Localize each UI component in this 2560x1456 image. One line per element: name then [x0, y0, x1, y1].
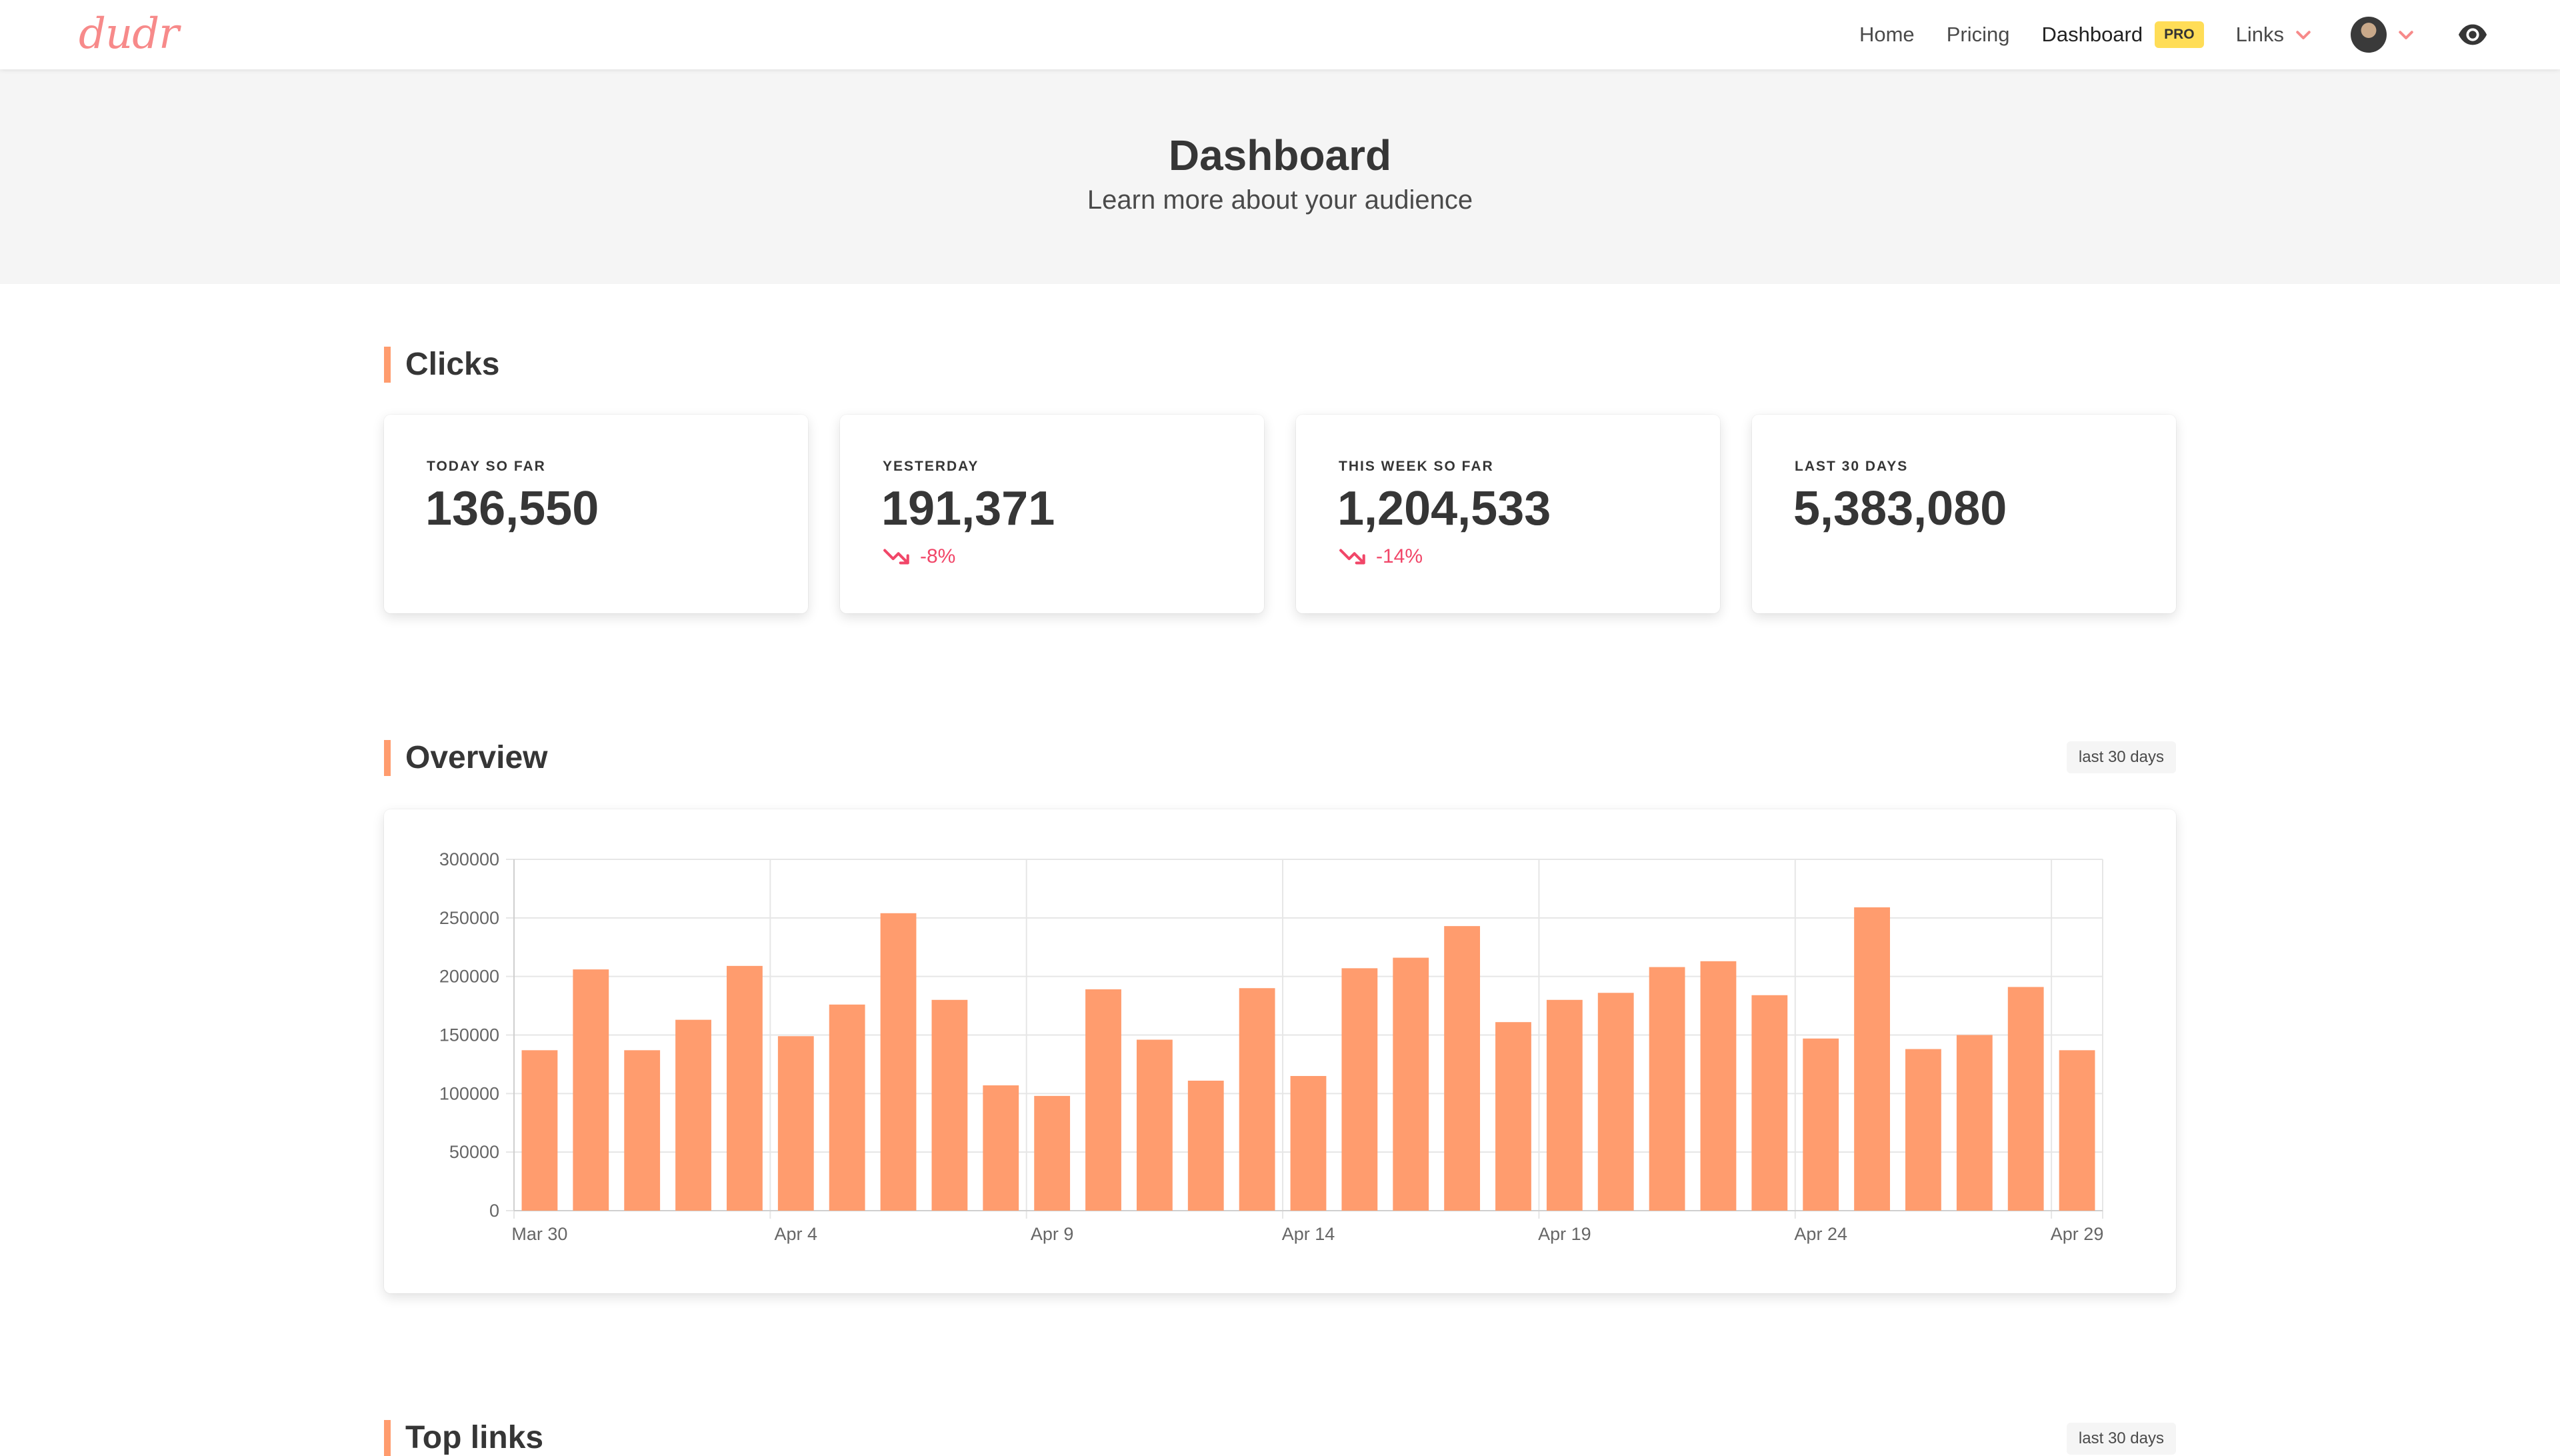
y-tick-label: 150000 — [439, 1025, 499, 1045]
y-tick-label: 100000 — [439, 1083, 499, 1103]
x-tick-label: Apr 24 — [1794, 1224, 1847, 1244]
chart-bar — [1290, 1075, 1327, 1211]
clicks-section-title: Clicks — [384, 347, 499, 383]
top-links-section-title: Top links — [384, 1420, 543, 1456]
chart-bar — [1905, 1049, 1941, 1211]
y-tick-label: 50000 — [449, 1142, 499, 1162]
stat-label: TODAY SO FAR — [427, 459, 546, 474]
y-tick-label: 0 — [489, 1201, 499, 1221]
user-menu-chevron-icon[interactable] — [2396, 25, 2416, 45]
x-tick-label: Mar 30 — [511, 1224, 567, 1244]
trending-down-icon — [1339, 549, 1365, 565]
chart-bar — [1393, 957, 1429, 1211]
x-tick-label: Apr 29 — [2051, 1224, 2104, 1244]
chart-bar — [1854, 907, 1890, 1211]
top-links-range-tag: last 30 days — [2066, 1423, 2176, 1455]
links-dropdown[interactable]: Links — [2236, 23, 2313, 47]
x-tick-label: Apr 9 — [1031, 1224, 1074, 1244]
chart-bar — [675, 1019, 711, 1211]
chart-bar — [1597, 993, 1634, 1211]
chart-bar — [1136, 1039, 1173, 1211]
stat-card-yesterday: YESTERDAY 191,371 -8% — [840, 415, 1264, 613]
chart-bar — [880, 913, 917, 1211]
chart-bar — [1649, 967, 1685, 1211]
chart-bar — [1803, 1038, 1839, 1211]
hero-banner: Dashboard Learn more about your audience — [0, 69, 2560, 284]
chart-bar — [727, 965, 763, 1211]
chart-bar — [931, 999, 968, 1211]
chart-bar — [1034, 1095, 1071, 1211]
chart-bar — [1495, 1022, 1531, 1211]
x-tick-label: Apr 4 — [775, 1224, 818, 1244]
chart-bar — [2007, 987, 2044, 1211]
overview-range-tag: last 30 days — [2066, 741, 2176, 773]
stat-value: 136,550 — [425, 482, 599, 535]
nav-pricing-link[interactable]: Pricing — [1946, 23, 2010, 46]
stat-value: 1,204,533 — [1337, 482, 1551, 535]
chart-bar — [573, 969, 609, 1211]
chart-bar — [521, 1050, 558, 1211]
chart-bar — [1239, 988, 1275, 1211]
chart-bar — [1700, 961, 1737, 1211]
stat-card-today: TODAY SO FAR 136,550 — [384, 415, 808, 613]
chevron-down-icon — [2296, 31, 2311, 39]
chart-bar — [2059, 1050, 2095, 1211]
stat-delta: -14% — [1339, 545, 1423, 568]
user-avatar[interactable] — [2351, 17, 2387, 53]
stat-card-last-30-days: LAST 30 DAYS 5,383,080 — [1752, 415, 2176, 613]
y-tick-label: 250000 — [439, 908, 499, 928]
brand-logo[interactable]: dudr — [79, 9, 179, 59]
chart-bar — [1546, 999, 1583, 1211]
y-tick-label: 300000 — [439, 849, 499, 869]
stat-delta-value: -14% — [1376, 545, 1423, 567]
pro-badge: PRO — [2155, 21, 2204, 48]
chart-bar — [983, 1085, 1019, 1211]
chart-bar — [1444, 926, 1481, 1211]
navbar: dudr Home Pricing Dashboard PRO Links — [0, 0, 2560, 69]
stat-label: YESTERDAY — [883, 459, 979, 474]
stat-value: 191,371 — [881, 482, 1055, 535]
stat-value: 5,383,080 — [1793, 482, 2007, 535]
y-tick-label: 200000 — [439, 967, 499, 987]
stat-delta-value: -8% — [920, 545, 956, 567]
trending-down-icon — [883, 549, 909, 565]
chart-bar — [624, 1050, 661, 1211]
stat-delta: -8% — [883, 545, 955, 568]
x-tick-label: Apr 19 — [1538, 1224, 1591, 1244]
nav-menu: Home Pricing Dashboard PRO Links — [1827, 0, 2560, 69]
chart-bar — [777, 1036, 814, 1211]
page-subtitle: Learn more about your audience — [1087, 185, 1473, 215]
nav-dashboard-link[interactable]: Dashboard — [2041, 23, 2143, 46]
overview-bar-chart: 0 50000 100000 150000 200000 250000 300000 Mar … — [439, 849, 2104, 1244]
stats-cards: TODAY SO FAR 136,550 YESTERDAY 191,371 -… — [384, 415, 2176, 613]
chart-bar — [1341, 968, 1378, 1211]
stat-label: THIS WEEK SO FAR — [1339, 459, 1494, 474]
stat-label: LAST 30 DAYS — [1795, 459, 1909, 474]
chart-bar — [829, 1004, 865, 1211]
stat-card-this-week: THIS WEEK SO FAR 1,204,533 -14% — [1296, 415, 1720, 613]
eye-icon[interactable] — [2457, 19, 2488, 50]
chart-bar — [1085, 989, 1121, 1211]
overview-section-title: Overview — [384, 740, 547, 776]
chart-bar — [1187, 1081, 1224, 1211]
page-title: Dashboard — [1168, 131, 1392, 179]
chart-bar — [1751, 995, 1788, 1211]
overview-chart-card: 0 50000 100000 150000 200000 250000 300000 Mar … — [384, 809, 2176, 1293]
x-tick-label: Apr 14 — [1282, 1224, 1335, 1244]
chart-bar — [1956, 1035, 1993, 1211]
nav-home-link[interactable]: Home — [1859, 23, 1915, 46]
nav-links-label: Links — [2235, 23, 2284, 46]
